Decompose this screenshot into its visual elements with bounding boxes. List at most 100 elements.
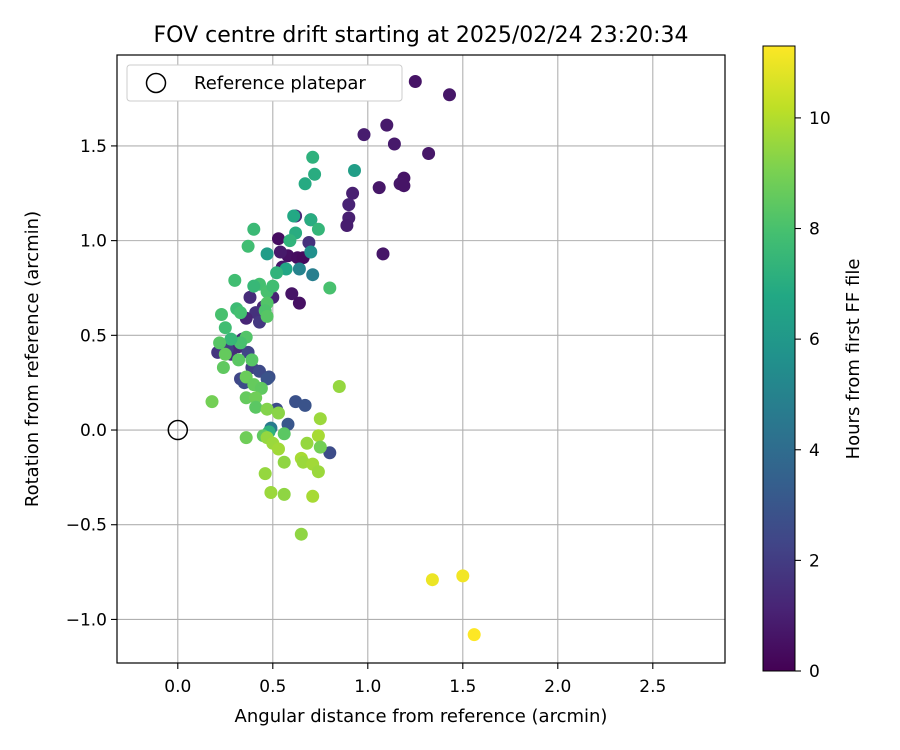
data-point [308,167,322,181]
data-point [272,406,285,420]
y-tick-label: −0.5 [66,516,107,536]
data-point [306,150,320,164]
legend-box [126,64,403,102]
data-point [298,398,312,412]
data-point [249,391,263,405]
data-point [254,381,268,395]
x-tick-label: 1.5 [449,677,476,697]
colorbar-tick-label: 2 [809,551,820,571]
reference-platepar-marker [167,419,189,441]
data-point [216,361,230,374]
legend: Reference platepar [126,64,403,102]
x-tick-label: 2.5 [639,677,666,697]
data-point [287,209,301,223]
y-tick-label: 0.5 [80,326,107,346]
data-point [264,486,278,499]
data-point [249,400,263,414]
data-point [346,186,360,200]
data-point [304,245,318,259]
data-point [311,429,325,443]
data-point [258,467,272,481]
colorbar-tick-label: 10 [809,109,831,129]
data-point [272,232,285,246]
data-point [272,442,285,456]
x-axis-label: Angular distance from reference (arcmin) [235,706,608,727]
data-point [228,273,242,287]
data-point [260,309,274,323]
data-point [218,347,232,361]
x-tick-label: 2.0 [544,677,571,697]
data-point [306,489,320,503]
x-tick-label: 1.0 [354,677,381,697]
data-point [234,306,247,320]
y-tick-label: 1.0 [80,232,107,252]
y-tick-label: −1.0 [66,610,107,630]
x-tick-label: 0.0 [164,677,191,697]
legend-marker-icon [145,72,167,94]
data-point [260,372,274,386]
data-points [205,75,481,642]
y-tick-label: 1.5 [80,137,107,157]
data-point [311,465,325,479]
data-point [443,88,456,102]
data-point [277,487,291,501]
data-point [422,147,436,160]
data-point [300,436,314,450]
y-tick-label: 0.0 [80,421,107,441]
data-point [376,247,390,261]
data-point [372,181,386,195]
data-point [456,569,470,583]
data-point [425,573,439,587]
data-point [213,336,227,350]
x-axis-ticks: 0.0 0.5 1.0 1.5 2.0 2.5 [164,663,666,697]
data-point [294,527,308,541]
data-point [260,247,274,261]
data-point [306,268,320,282]
data-point [285,287,299,301]
plot-frame [116,54,726,664]
data-point [283,234,297,248]
colorbar-ticks: 0 2 4 6 8 10 [795,109,831,682]
colorbar-tick-label: 0 [809,662,820,682]
x-tick-label: 0.5 [259,677,286,697]
data-point [357,128,371,142]
data-point [241,239,255,253]
data-point [304,213,318,227]
data-point [218,321,232,335]
data-point [292,262,306,276]
data-point [270,266,284,280]
data-point [266,279,280,293]
y-axis-ticks: −1.0 −0.5 0.0 0.5 1.0 1.5 [66,137,117,630]
grid-lines [117,55,725,663]
data-point [298,177,312,191]
data-point [292,296,306,310]
data-point [323,281,337,295]
data-point [467,628,481,642]
data-point [239,431,253,445]
data-point [232,353,246,367]
data-point [313,440,327,454]
data-point [408,75,422,88]
data-point [247,222,261,236]
chart-title: FOV centre drift starting at 2025/02/24 … [154,23,689,48]
data-point [273,245,287,259]
data-point [247,279,261,293]
data-point [313,412,327,426]
data-point [277,427,291,441]
data-point [215,308,228,321]
data-point [311,222,325,236]
data-point [397,179,411,193]
data-point [342,198,356,212]
data-point [239,391,253,405]
colorbar: 0 2 4 6 8 10 Hours from first FF file [762,45,864,682]
colorbar-label: Hours from first FF file [843,259,864,460]
legend-entry-label: Reference platepar [194,73,366,94]
data-point [260,402,274,416]
colorbar-tick-label: 6 [809,330,820,350]
data-point [245,353,259,367]
y-axis-label: Rotation from reference (arcmin) [22,211,43,507]
data-point [348,164,361,177]
data-point [323,446,337,460]
data-point [332,380,346,393]
